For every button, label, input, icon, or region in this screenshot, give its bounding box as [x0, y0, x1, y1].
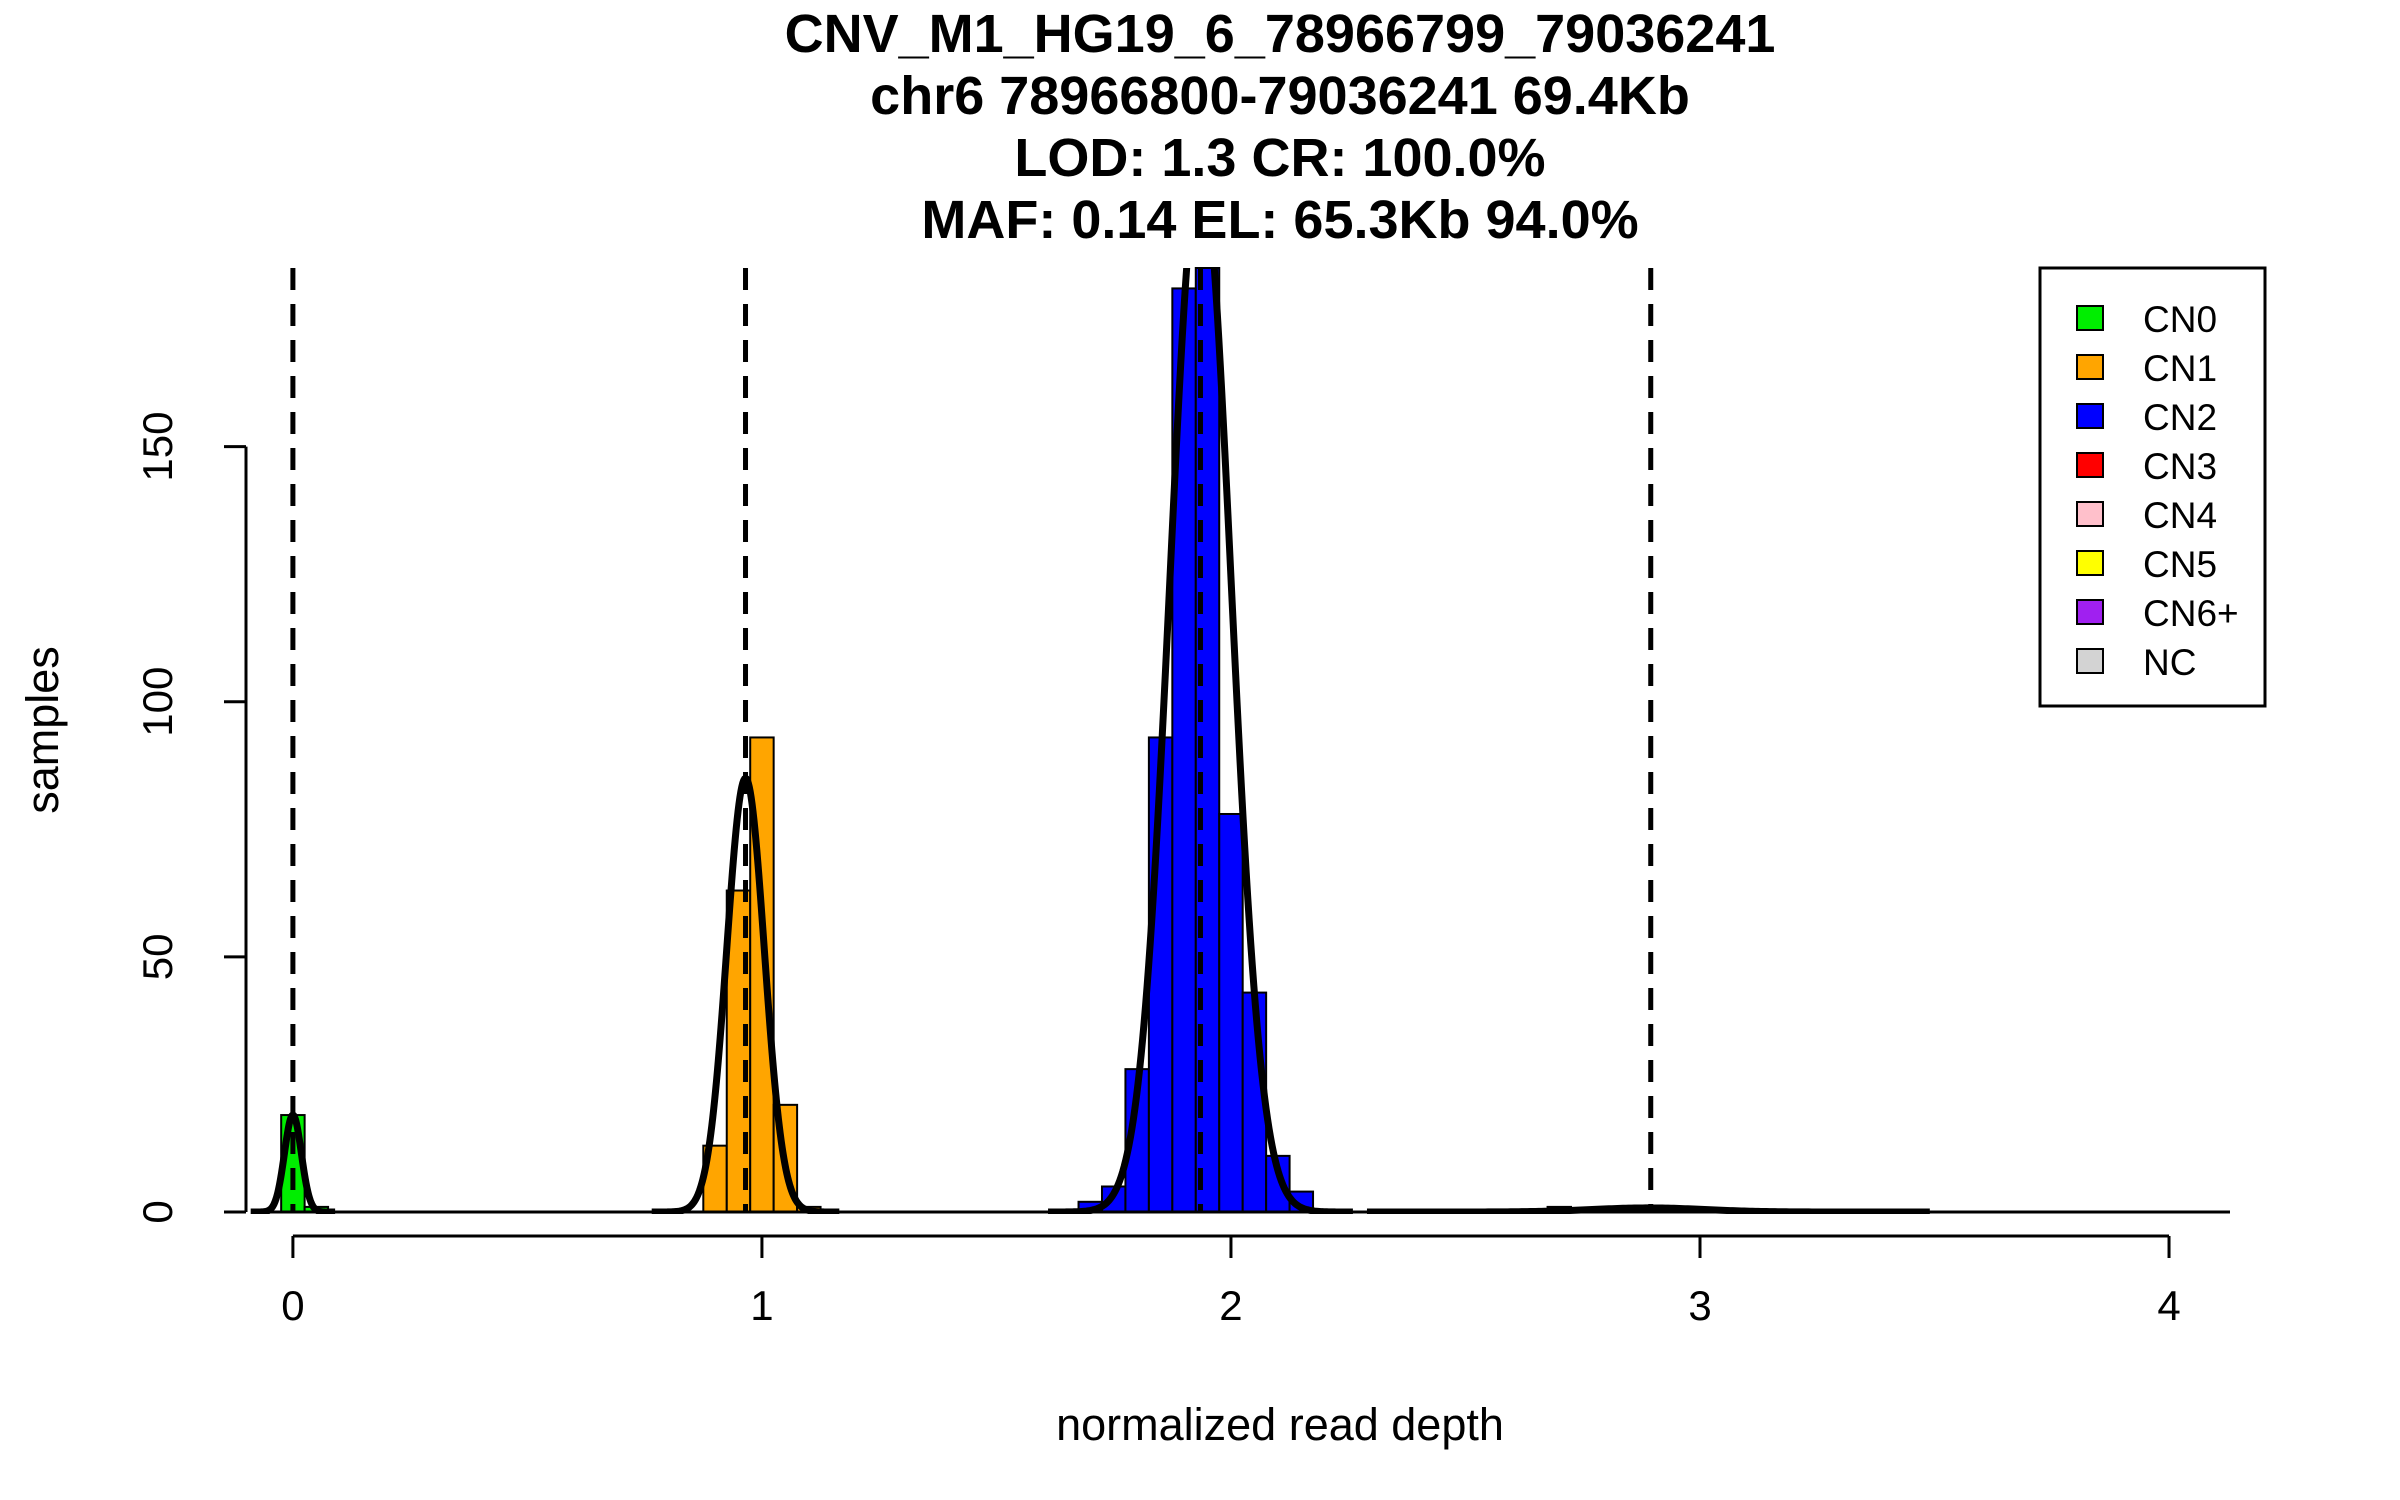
x-tick-label: 1 [750, 1282, 773, 1329]
legend-label-cn6plus: CN6+ [2143, 593, 2239, 634]
copy-number-reference-lines [290, 268, 1654, 1212]
legend-swatch-cn1 [2076, 354, 2104, 380]
legend-swatch-cn5 [2076, 550, 2104, 576]
y-axis-label: samples [17, 646, 68, 814]
y-tick-label: 0 [134, 1200, 181, 1223]
x-tick-label: 0 [281, 1282, 304, 1329]
title-line-2: chr6 78966800-79036241 69.4Kb [870, 66, 1690, 126]
legend-label-cn3: CN3 [2143, 446, 2217, 487]
title-line-3: LOD: 1.3 CR: 100.0% [1014, 128, 1545, 188]
chart-title: CNV_M1_HG19_6_78966799_79036241 chr6 789… [785, 4, 1776, 250]
y-tick-label: 50 [134, 934, 181, 981]
title-line-1: CNV_M1_HG19_6_78966799_79036241 [785, 4, 1776, 64]
legend-label-cn4: CN4 [2143, 495, 2217, 536]
legend-swatch-cn0 [2076, 305, 2104, 331]
histogram-bars [280, 267, 1573, 1214]
legend-swatch-nc [2076, 648, 2104, 674]
axes: 0 1 2 3 4 0 50 100 150 [134, 412, 2181, 1329]
density-curve-2 [1048, 268, 1353, 1214]
legend-box [2038, 266, 2267, 708]
y-tick-label: 100 [134, 667, 181, 737]
x-tick-label: 4 [2157, 1282, 2180, 1329]
legend-swatch-cn6plus [2076, 599, 2104, 625]
x-tick-label: 2 [1219, 1282, 1242, 1329]
x-axis-label: normalized read depth [1056, 1399, 1504, 1450]
title-line-4: MAF: 0.14 EL: 65.3Kb 94.0% [921, 190, 1638, 250]
legend-swatch-cn4 [2076, 501, 2104, 527]
x-tick-label: 3 [1688, 1282, 1711, 1329]
legend-swatch-cn3 [2076, 452, 2104, 478]
bar-cn2 [1218, 812, 1244, 1213]
legend-label-cn5: CN5 [2143, 544, 2217, 585]
y-tick-label: 150 [134, 412, 181, 482]
legend-label-cn2: CN2 [2143, 397, 2217, 438]
legend-label-nc: NC [2143, 642, 2196, 683]
legend-label-cn0: CN0 [2143, 299, 2217, 340]
legend-swatch-cn2 [2076, 403, 2104, 429]
legend: CN0 CN1 CN2 CN3 CN4 CN5 CN6+ NC [2038, 266, 2267, 708]
legend-label-cn1: CN1 [2143, 348, 2217, 389]
